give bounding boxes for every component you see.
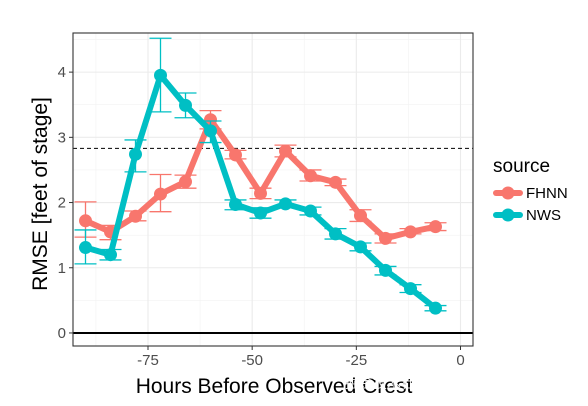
data-point-nws <box>129 147 142 161</box>
data-point-nws <box>254 206 267 220</box>
data-point-fhnn <box>404 225 417 239</box>
data-point-fhnn <box>254 186 267 200</box>
data-point-fhnn <box>304 169 317 183</box>
legend-label-fhnn: FHNN <box>526 185 568 202</box>
series-nws <box>74 37 447 315</box>
data-point-nws <box>179 98 192 112</box>
data-point-nws <box>429 301 442 315</box>
panel-background <box>73 33 473 346</box>
x-tick-label: -75 <box>137 352 159 369</box>
data-point-fhnn <box>154 187 167 201</box>
data-point-nws <box>304 204 317 218</box>
data-point-nws <box>154 68 167 82</box>
y-tick-label: 2 <box>58 195 66 212</box>
x-tick-label: 0 <box>456 352 464 369</box>
data-point-fhnn <box>129 209 142 223</box>
data-point-nws <box>79 241 92 255</box>
data-point-nws <box>404 282 417 296</box>
legend-key-point-nws <box>501 208 515 222</box>
data-point-fhnn <box>354 209 367 223</box>
plot-panel <box>73 33 473 346</box>
data-point-fhnn <box>229 148 242 162</box>
x-tick-label: -25 <box>345 352 367 369</box>
x-axis-title: Hours Before Observed Crest <box>136 375 413 398</box>
data-point-fhnn <box>379 231 392 245</box>
legend-title: source <box>493 156 550 177</box>
data-point-nws <box>104 248 117 262</box>
y-tick-label: 3 <box>58 129 66 146</box>
data-point-nws <box>279 197 292 211</box>
data-point-nws <box>354 240 367 254</box>
y-tick-label: 0 <box>58 325 66 342</box>
data-point-fhnn <box>79 214 92 228</box>
data-point-fhnn <box>204 113 217 127</box>
data-point-nws <box>204 124 217 138</box>
panel-border <box>72 32 474 347</box>
legend: source FHNN NWS <box>493 156 568 224</box>
data-point-nws <box>229 197 242 211</box>
axes: -75 -50 -25 0 0 1 2 3 4 <box>58 32 474 369</box>
data-point-fhnn <box>279 144 292 158</box>
y-tick-label: 4 <box>58 64 66 81</box>
data-point-nws <box>379 263 392 277</box>
y-tick-label: 1 <box>58 260 66 277</box>
data-point-fhnn <box>329 175 342 189</box>
legend-key-point-fhnn <box>501 186 515 200</box>
data-point-fhnn <box>179 175 192 189</box>
data-point-fhnn <box>429 220 442 234</box>
watermark-text: 掘金技术社区 @ 神经星星 <box>345 376 508 392</box>
y-axis-title: RMSE [feet of stage] <box>29 97 52 291</box>
legend-label-nws: NWS <box>526 207 561 224</box>
x-tick-label: -50 <box>241 352 263 369</box>
data-series <box>74 37 447 315</box>
data-point-nws <box>329 227 342 241</box>
